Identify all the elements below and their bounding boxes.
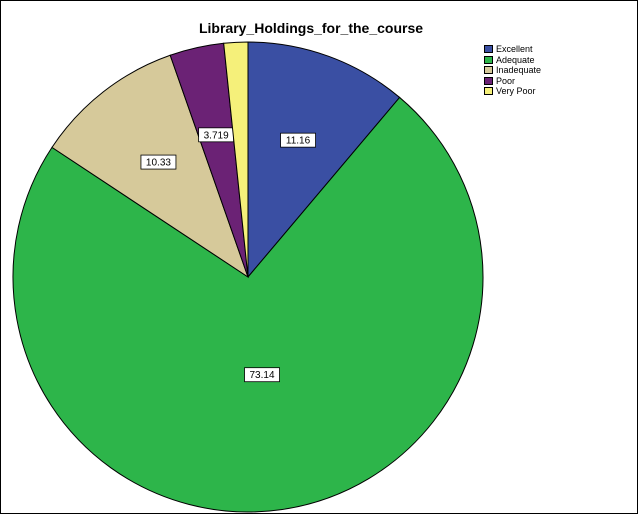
data-label-excellent: 11.16 [280, 132, 316, 148]
legend-item-adequate: Adequate [484, 55, 541, 66]
legend-label: Poor [496, 75, 516, 86]
legend-item-poor: Poor [484, 76, 541, 87]
data-label-adequate: 73.14 [244, 367, 280, 383]
legend-item-excellent: Excellent [484, 44, 541, 55]
legend-swatch [484, 45, 493, 54]
legend-item-inadequate: Inadequate [484, 65, 541, 76]
legend-label: Very Poor [496, 86, 536, 97]
chart-legend: Excellent Adequate Inadequate Poor Very Poor [484, 44, 541, 97]
legend-swatch [484, 87, 493, 96]
svg-text:73.14: 73.14 [250, 370, 275, 381]
chart-title: Library_Holdings_for_the_course [198, 20, 424, 36]
svg-text:11.16: 11.16 [286, 136, 311, 147]
legend-label: Adequate [496, 54, 535, 65]
legend-label: Excellent [496, 44, 533, 55]
legend-swatch [484, 66, 493, 75]
legend-item-very-poor: Very Poor [484, 86, 541, 97]
pie-slice-adequate [12, 96, 484, 513]
legend-label: Inadequate [496, 65, 542, 76]
data-label-poor: 3.719 [198, 127, 235, 143]
svg-text:10.33: 10.33 [146, 158, 171, 169]
legend-swatch [484, 76, 493, 85]
pie-slice-very-poor [223, 41, 249, 278]
data-label-inadequate: 10.33 [140, 154, 177, 170]
legend-swatch [484, 55, 493, 64]
pie-slice-excellent [247, 41, 401, 279]
svg-text:3.719: 3.719 [204, 130, 229, 141]
